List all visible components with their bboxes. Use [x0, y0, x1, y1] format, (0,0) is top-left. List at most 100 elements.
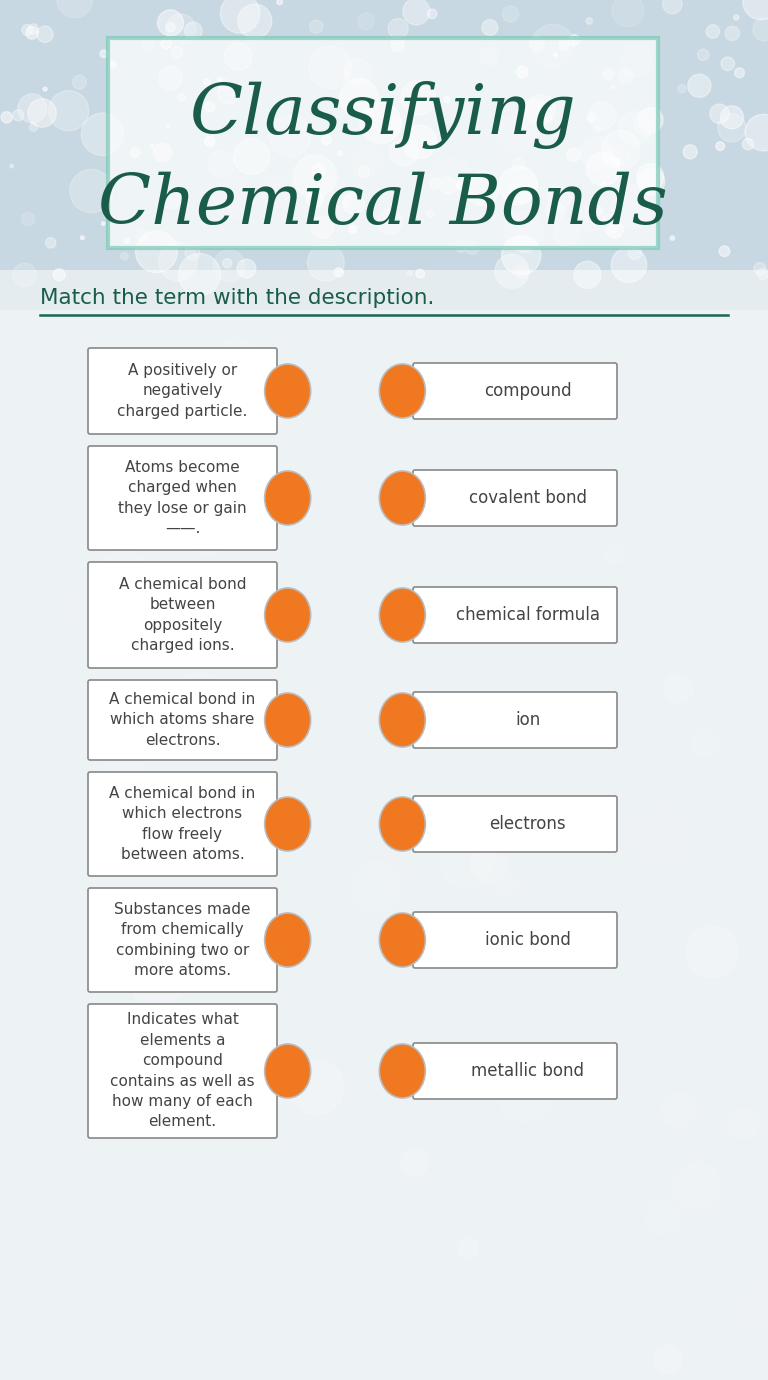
- Circle shape: [678, 84, 686, 92]
- Circle shape: [223, 258, 232, 268]
- Circle shape: [217, 77, 222, 81]
- Circle shape: [10, 164, 14, 168]
- Circle shape: [70, 170, 113, 213]
- Ellipse shape: [265, 364, 310, 418]
- Circle shape: [309, 46, 351, 88]
- Circle shape: [373, 847, 409, 883]
- Circle shape: [664, 673, 694, 702]
- Circle shape: [464, 188, 475, 199]
- Ellipse shape: [265, 588, 310, 642]
- FancyBboxPatch shape: [413, 912, 617, 967]
- Circle shape: [688, 75, 711, 98]
- FancyBboxPatch shape: [88, 1005, 277, 1138]
- Circle shape: [603, 542, 625, 564]
- Circle shape: [137, 230, 147, 240]
- Circle shape: [351, 145, 383, 177]
- Circle shape: [408, 109, 413, 115]
- Circle shape: [663, 0, 682, 14]
- Text: Atoms become
charged when
they lose or gain
——.: Atoms become charged when they lose or g…: [118, 460, 247, 535]
- Circle shape: [502, 6, 518, 22]
- Circle shape: [388, 18, 408, 39]
- Circle shape: [587, 113, 596, 121]
- Circle shape: [22, 25, 33, 36]
- Circle shape: [757, 268, 768, 280]
- Circle shape: [632, 810, 687, 865]
- Circle shape: [194, 523, 226, 556]
- Circle shape: [177, 94, 185, 101]
- FancyBboxPatch shape: [88, 680, 277, 760]
- Circle shape: [588, 102, 616, 130]
- Circle shape: [171, 47, 183, 58]
- Circle shape: [72, 574, 131, 633]
- Circle shape: [81, 236, 84, 240]
- Circle shape: [157, 10, 184, 36]
- Ellipse shape: [379, 693, 425, 747]
- FancyBboxPatch shape: [413, 796, 617, 851]
- Ellipse shape: [379, 471, 425, 524]
- Circle shape: [13, 264, 36, 287]
- Circle shape: [691, 729, 720, 758]
- Circle shape: [178, 254, 220, 295]
- Circle shape: [499, 166, 538, 204]
- Circle shape: [72, 76, 86, 90]
- FancyBboxPatch shape: [413, 691, 617, 748]
- Circle shape: [238, 4, 272, 39]
- Circle shape: [307, 244, 344, 282]
- Ellipse shape: [265, 914, 310, 967]
- Circle shape: [721, 57, 734, 70]
- Circle shape: [684, 145, 697, 159]
- Circle shape: [18, 94, 47, 123]
- Circle shape: [216, 338, 258, 381]
- Circle shape: [28, 99, 56, 127]
- Circle shape: [611, 247, 647, 283]
- Circle shape: [43, 87, 47, 91]
- FancyBboxPatch shape: [88, 348, 277, 433]
- Circle shape: [607, 221, 624, 239]
- Circle shape: [637, 164, 664, 190]
- Circle shape: [430, 178, 441, 189]
- Circle shape: [26, 26, 38, 39]
- Circle shape: [28, 23, 38, 34]
- Circle shape: [456, 179, 467, 190]
- Circle shape: [480, 47, 498, 66]
- Circle shape: [312, 217, 334, 239]
- Circle shape: [661, 1093, 695, 1126]
- Circle shape: [559, 40, 569, 51]
- Circle shape: [686, 926, 738, 978]
- Circle shape: [733, 15, 739, 21]
- FancyBboxPatch shape: [413, 363, 617, 420]
- Circle shape: [586, 18, 592, 25]
- Ellipse shape: [379, 588, 425, 642]
- Ellipse shape: [265, 1045, 310, 1098]
- Circle shape: [310, 21, 323, 33]
- Text: Chemical Bonds: Chemical Bonds: [98, 171, 668, 239]
- Circle shape: [293, 155, 336, 197]
- Circle shape: [277, 0, 283, 4]
- Circle shape: [321, 135, 332, 145]
- Circle shape: [628, 246, 641, 259]
- Circle shape: [546, 201, 564, 221]
- Circle shape: [334, 268, 343, 277]
- Circle shape: [212, 177, 255, 219]
- Circle shape: [133, 963, 182, 1012]
- Circle shape: [720, 106, 743, 128]
- Circle shape: [403, 0, 430, 25]
- Circle shape: [569, 34, 580, 46]
- Circle shape: [644, 1201, 679, 1235]
- Circle shape: [706, 25, 720, 39]
- Circle shape: [457, 1236, 479, 1260]
- Circle shape: [151, 145, 154, 148]
- Circle shape: [158, 241, 197, 282]
- FancyBboxPatch shape: [88, 446, 277, 551]
- Text: A chemical bond in
which electrons
flow freely
between atoms.: A chemical bond in which electrons flow …: [109, 785, 256, 862]
- Circle shape: [100, 50, 108, 58]
- Circle shape: [101, 751, 145, 795]
- Circle shape: [121, 253, 128, 259]
- Circle shape: [611, 146, 630, 164]
- Circle shape: [593, 126, 601, 134]
- Circle shape: [634, 110, 659, 137]
- Ellipse shape: [379, 1045, 425, 1098]
- Circle shape: [518, 236, 535, 254]
- Circle shape: [531, 25, 574, 68]
- Circle shape: [382, 117, 401, 137]
